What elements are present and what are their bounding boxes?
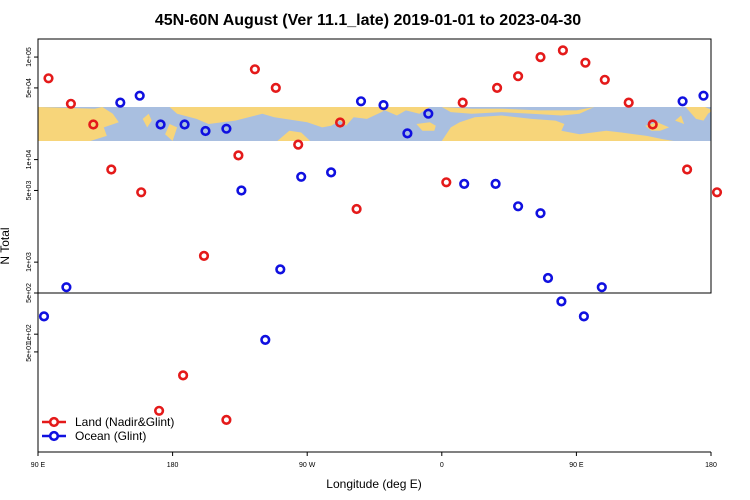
ocean-data-point <box>512 201 524 212</box>
land-shape <box>711 107 733 141</box>
legend-marker <box>48 416 60 428</box>
map-band <box>38 107 733 141</box>
ocean-data-point <box>134 90 145 101</box>
y-tick-label: 1e+03 <box>26 252 33 272</box>
ocean-data-point <box>236 185 247 196</box>
land-data-point <box>178 370 189 381</box>
y-tick-label: 5e+04 <box>26 78 33 98</box>
x-tick-label: 90 E <box>31 462 46 469</box>
ocean-data-point <box>402 128 413 139</box>
y-tick-label: 1e+02 <box>26 324 33 344</box>
ocean-data-point <box>200 125 211 137</box>
ocean-data-point <box>459 178 470 189</box>
legend: Land (Nadir&Glint)Ocean (Glint) <box>42 415 174 443</box>
land-data-point <box>221 414 232 426</box>
data-points <box>38 45 723 426</box>
ocean-data-point <box>326 167 337 178</box>
x-tick-label: 180 <box>167 462 179 469</box>
x-tick-label: 180 <box>705 462 717 469</box>
ocean-data-point <box>355 96 367 107</box>
ocean-data-point <box>698 90 709 101</box>
y-tick-label: 1e+05 <box>26 47 33 67</box>
y-tick-label: 5e+01 <box>26 342 33 362</box>
land-data-point <box>136 187 147 198</box>
land-shape <box>142 113 152 128</box>
x-tick-label: 90 E <box>569 462 584 469</box>
land-data-point <box>154 405 165 416</box>
ocean-data-point <box>296 171 307 182</box>
land-shape <box>169 107 430 128</box>
land-data-point <box>711 187 723 198</box>
y-axis-title: N Total <box>0 227 12 264</box>
legend-label: Ocean (Glint) <box>75 429 146 443</box>
land-shape <box>38 107 119 141</box>
land-data-point <box>492 82 503 93</box>
land-data-point <box>88 119 99 130</box>
land-data-point <box>535 51 546 63</box>
land-data-point <box>198 250 210 261</box>
x-axis-title: Longitude (deg E) <box>326 477 421 491</box>
land-data-point <box>335 117 346 128</box>
land-shape <box>441 115 674 141</box>
ocean-data-point <box>556 296 567 307</box>
land-data-point <box>293 139 304 150</box>
land-data-point <box>681 164 693 175</box>
ocean-data-point <box>535 208 546 219</box>
land-data-point <box>557 45 569 56</box>
y-tick-label: 1e+04 <box>26 150 33 170</box>
land-data-point <box>351 203 362 215</box>
ocean-data-point <box>155 119 166 130</box>
land-shape <box>441 107 595 116</box>
land-shape <box>685 107 711 121</box>
plot-frame <box>37 38 712 453</box>
land-data-point <box>106 164 117 175</box>
land-data-point <box>249 64 260 75</box>
ocean-data-point <box>179 119 190 130</box>
legend-label: Land (Nadir&Glint) <box>75 415 174 429</box>
land-data-point <box>599 74 610 85</box>
land-data-point <box>647 119 658 130</box>
ocean-data-point <box>260 334 271 346</box>
ocean-data-point <box>578 311 590 322</box>
land-data-point <box>43 73 54 84</box>
ocean-data-point <box>38 311 50 322</box>
x-tick-label: 0 <box>440 462 444 469</box>
ocean-data-point <box>542 272 554 284</box>
chart-title: 45N-60N August (Ver 11.1_late) 2019-01-0… <box>155 12 581 29</box>
ocean-data-point <box>596 282 607 293</box>
legend-marker <box>48 430 60 442</box>
ocean-data-point <box>61 282 72 293</box>
land-data-point <box>270 82 281 93</box>
land-shape <box>277 130 311 141</box>
land-shape <box>165 124 178 141</box>
y-tick-label: 5e+03 <box>26 181 33 201</box>
ocean-data-point <box>275 264 286 275</box>
upper-panel-frame <box>37 38 712 294</box>
x-axis: 90 E 180 90 W 0 90 E 180 <box>31 452 717 469</box>
land-shape <box>675 115 685 124</box>
ocean-data-point <box>423 108 434 119</box>
ocean-data-point <box>115 97 126 108</box>
land-shape <box>416 122 436 131</box>
ocean-data-point <box>221 123 232 134</box>
land-data-point <box>623 97 634 108</box>
land-data-point <box>441 177 452 188</box>
ocean-data-point <box>490 178 501 189</box>
land-data-point <box>457 97 468 108</box>
land-data-point <box>580 57 591 68</box>
land-data-point <box>512 71 524 82</box>
ocean-data-point <box>677 96 688 107</box>
land-data-point <box>233 150 244 161</box>
ocean-data-point <box>378 99 389 111</box>
x-tick-label: 90 W <box>299 462 316 469</box>
land-data-point <box>65 98 76 109</box>
y-tick-label: 5e+02 <box>26 283 33 303</box>
